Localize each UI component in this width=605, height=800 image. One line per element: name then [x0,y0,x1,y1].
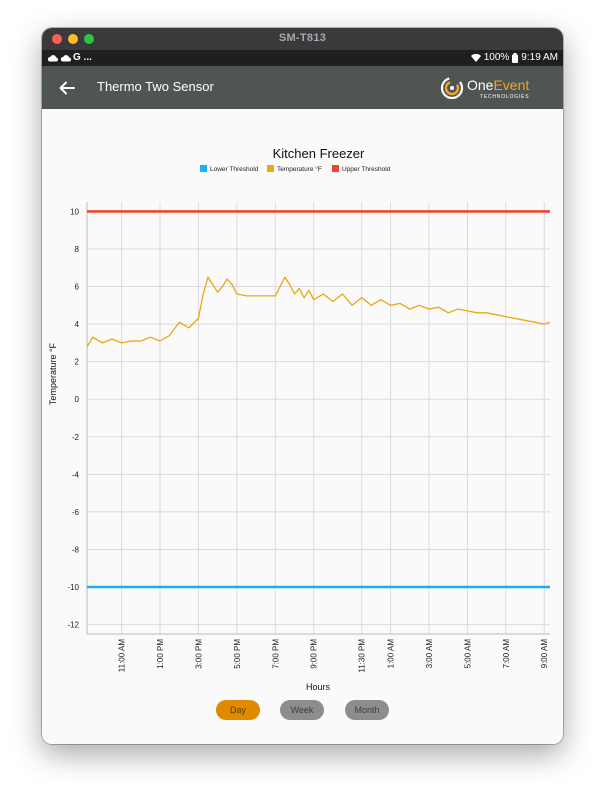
legend-swatch [332,165,339,172]
x-axis-title: Hours [306,682,331,692]
x-tick-label: 5:00 AM [463,639,472,669]
battery-icon [512,52,519,63]
y-tick-label: 2 [75,358,80,367]
x-tick-label: 11:00 AM [118,639,127,673]
month-range-button[interactable]: Month [345,700,389,720]
y-tick-label: 10 [70,207,79,216]
status-indicators: 100% 9:19 AM [470,52,558,63]
legend-label: Temperature °F [277,165,322,173]
window-title: SM-T813 [278,32,327,44]
logo-wordmark: OneEvent [467,77,529,93]
y-tick-label: 0 [75,395,80,404]
y-tick-label: 8 [75,245,80,254]
oneevent-logo: OneEvent TECHNOLOGIES [440,75,544,101]
day-range-button[interactable]: Day [216,700,260,720]
battery-percent: 100% [483,52,510,63]
android-status-bar: G ... 100% 9:19 AM [42,50,563,66]
minimize-window-button[interactable] [68,34,78,44]
chart-content-area: 10 8 6 4 2 0 -2 -4 -6 -8 -10 -12 11:00 AM 1:00 PM 3:00… [42,109,563,744]
week-range-button[interactable]: Week [280,700,324,720]
x-tick-label: 1:00 PM [156,639,165,669]
y-tick-label: -12 [67,621,79,630]
x-tick-label: 7:00 AM [502,639,511,669]
y-tick-label: -10 [67,583,79,592]
legend-swatch [267,165,274,172]
legend-label: Lower Threshold [210,166,259,173]
cloud-icon [60,54,71,61]
logo-word-one: One [467,77,494,93]
y-tick-label: 6 [75,283,80,292]
wifi-icon [470,53,481,62]
oneevent-logo-mark-icon [440,76,464,100]
x-tick-label: 3:00 PM [194,639,203,669]
zoom-window-button[interactable] [84,34,94,44]
temperature-chart: 10 8 6 4 2 0 -2 -4 -6 -8 -10 -12 11:00 AM 1:00 PM 3:00… [48,146,551,692]
x-tick-label: 3:00 AM [425,639,434,669]
y-tick-label: -6 [72,508,80,517]
x-tick-label: 9:00 AM [540,639,549,669]
y-tick-label: -2 [72,433,80,442]
back-arrow-icon[interactable] [58,79,76,97]
cloud-icon [47,54,58,61]
window-titlebar[interactable]: SM-T813 [42,28,563,50]
status-notifications: G ... [47,52,92,63]
y-tick-label: -4 [72,470,80,479]
x-tick-label: 5:00 PM [233,639,242,669]
legend-swatch [200,165,207,172]
x-tick-label: 7:00 PM [271,639,280,669]
chart-title: Kitchen Freezer [273,146,365,161]
app-window: SM-T813 G ... 100% 9:19 AM Thermo Two Se… [42,28,563,744]
x-tick-label: 9:00 PM [310,639,319,669]
x-tick-label: 1:00 AM [387,639,396,669]
logo-word-event: Event [493,77,530,93]
status-time: 9:19 AM [521,52,558,63]
screen-title: Thermo Two Sensor [97,79,214,94]
legend-label: Upper Threshold [342,166,391,173]
y-tick-label: -8 [72,545,80,554]
app-bar: Thermo Two Sensor OneEvent TECHNOLOGIES [42,66,563,109]
temperature-line [86,276,551,347]
logo-subtitle: TECHNOLOGIES [480,94,530,100]
y-tick-label: 4 [75,320,80,329]
y-axis-title: Temperature °F [48,342,58,405]
status-left-text: G ... [73,52,92,63]
close-window-button[interactable] [52,34,62,44]
x-tick-label: 11:30 PM [358,639,367,673]
